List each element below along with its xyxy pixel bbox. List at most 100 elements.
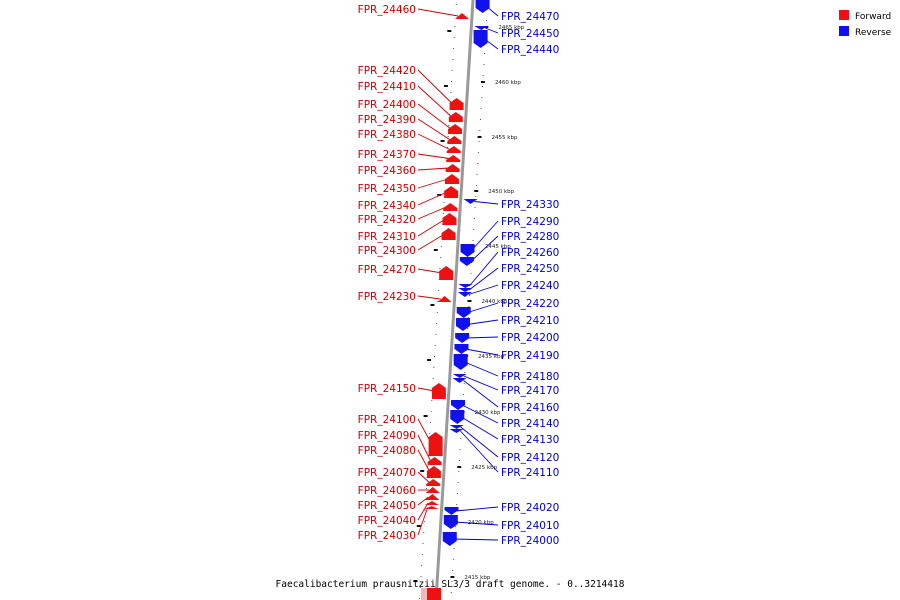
forward-connector xyxy=(417,218,446,237)
track-dot xyxy=(450,592,452,593)
forward-gene-label: FPR_24080 xyxy=(358,445,416,457)
track-dot xyxy=(478,141,480,142)
forward-connector xyxy=(417,507,429,536)
reverse-gene-label: FPR_24170 xyxy=(501,385,559,397)
kbp-label: 2440 kbp xyxy=(481,299,507,305)
forward-connector xyxy=(417,8,459,17)
forward-connector xyxy=(417,167,449,171)
genome-caption: Faecalibacterium prausnitzii SL3/3 draft… xyxy=(276,579,625,590)
reverse-connector xyxy=(454,521,499,526)
reverse-connector xyxy=(461,416,499,440)
track-dot xyxy=(436,312,438,313)
track-dot xyxy=(454,26,456,27)
forward-gene-label: FPR_24030 xyxy=(358,530,416,542)
forward-gene xyxy=(444,186,459,198)
forward-gene-label: FPR_24370 xyxy=(358,149,416,161)
track-dot xyxy=(431,400,433,401)
forward-connector xyxy=(417,496,429,506)
track-dot xyxy=(419,587,421,588)
forward-gene xyxy=(448,124,463,134)
forward-gene-label: FPR_24390 xyxy=(358,114,416,126)
reverse-gene xyxy=(442,532,457,546)
reverse-connector xyxy=(463,375,499,391)
track-dot xyxy=(463,383,465,384)
track-dot xyxy=(419,598,421,599)
kbp-tick-left xyxy=(437,194,442,196)
reverse-gene xyxy=(457,292,472,297)
reverse-connector xyxy=(471,220,499,251)
forward-connector xyxy=(417,191,448,206)
kbp-tick-left xyxy=(433,249,438,251)
reverse-gene xyxy=(455,333,470,343)
reverse-gene xyxy=(456,307,471,318)
track-dot xyxy=(470,273,472,274)
track-dot xyxy=(453,37,455,38)
forward-gene-label: FPR_24060 xyxy=(358,485,416,497)
track-dot xyxy=(430,411,432,412)
forward-gene-label: FPR_24410 xyxy=(358,81,416,93)
track-dot xyxy=(473,229,475,230)
forward-connector xyxy=(417,118,451,141)
kbp-tick-left xyxy=(430,304,435,306)
forward-connector xyxy=(417,502,429,521)
forward-connector xyxy=(417,103,452,130)
forward-gene xyxy=(427,457,442,465)
track-dot xyxy=(424,510,426,511)
reverse-gene-label: FPR_24210 xyxy=(501,315,559,327)
reverse-connector xyxy=(460,430,499,473)
reverse-connector xyxy=(466,319,499,325)
forward-connector xyxy=(417,449,431,473)
forward-gene xyxy=(446,155,461,162)
reverse-gene-label: FPR_24250 xyxy=(501,263,559,275)
track-dot xyxy=(432,378,434,379)
track-dot xyxy=(437,301,439,302)
reverse-gene-label: FPR_24280 xyxy=(501,231,559,243)
track-dot xyxy=(423,532,425,533)
genome-backbone xyxy=(434,0,475,600)
reverse-gene xyxy=(459,257,474,266)
track-dot xyxy=(481,97,483,98)
reverse-gene xyxy=(463,199,478,204)
gene-labels: FPR_24460 FPR_24420 FPR_24410 FPR_24400 FPR_… xyxy=(358,4,560,547)
kbp-tick-left xyxy=(416,525,421,527)
reverse-gene xyxy=(458,288,473,292)
kbp-label: 2445 kbp xyxy=(485,244,511,250)
forward-gene xyxy=(441,228,456,240)
kbp-tick-left xyxy=(420,470,425,472)
kbp-label: 2450 kbp xyxy=(488,189,514,195)
track-dot xyxy=(475,196,477,197)
track-dot xyxy=(429,433,431,434)
forward-connector xyxy=(417,85,453,118)
forward-gene xyxy=(443,203,458,211)
reverse-gene xyxy=(460,244,475,257)
track-dot xyxy=(454,526,456,527)
track-dot xyxy=(458,471,460,472)
track-dot xyxy=(467,317,469,318)
reverse-gene xyxy=(475,0,490,13)
forward-gene-label: FPR_24310 xyxy=(358,231,416,243)
track-dot xyxy=(436,323,438,324)
track-dot xyxy=(479,130,481,131)
track-dot xyxy=(451,81,453,82)
reverse-gene-label: FPR_24240 xyxy=(501,280,559,292)
forward-gene-label: FPR_24050 xyxy=(358,500,416,512)
forward-gene-label: FPR_24100 xyxy=(358,414,416,426)
reverse-gene-label: FPR_24160 xyxy=(501,402,559,414)
track-dot xyxy=(475,185,477,186)
track-dot xyxy=(421,554,423,555)
track-dot xyxy=(455,4,457,5)
reverse-gene-label: FPR_24450 xyxy=(501,28,559,40)
kbp-tick-left xyxy=(427,359,432,361)
reverse-gene xyxy=(444,507,459,515)
track-dot xyxy=(442,213,444,214)
track-dot xyxy=(420,576,422,577)
track-dot xyxy=(469,295,471,296)
kbp-tick-left xyxy=(443,85,448,87)
track-dot xyxy=(443,202,445,203)
reverse-gene xyxy=(474,26,489,30)
track-dot xyxy=(480,108,482,109)
track-dot xyxy=(423,521,425,522)
reverse-gene-label: FPR_24440 xyxy=(501,44,559,56)
track-dot xyxy=(459,449,461,450)
forward-gene xyxy=(425,494,440,500)
